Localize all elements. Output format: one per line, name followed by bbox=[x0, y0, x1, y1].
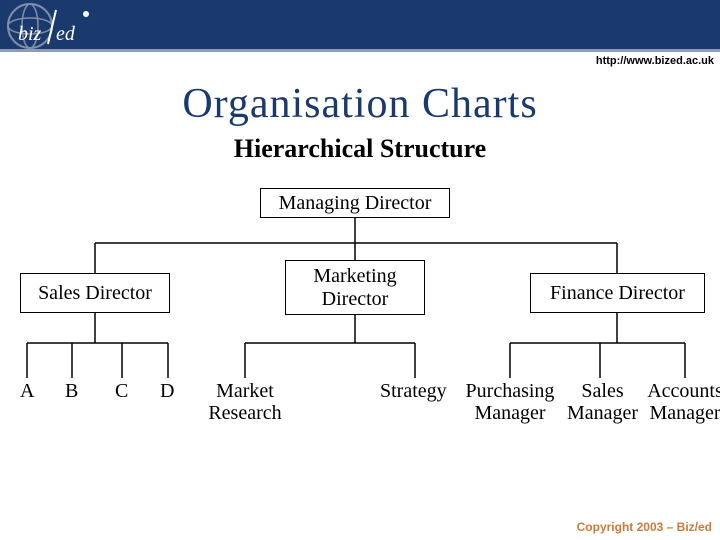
leaf-mr: MarketResearch bbox=[205, 380, 285, 424]
leaf-d: D bbox=[160, 380, 174, 402]
header-bar: biz ed http://www.bized.ac.uk bbox=[0, 0, 720, 52]
bized-logo: biz ed bbox=[6, 2, 106, 50]
page-subtitle: Hierarchical Structure bbox=[0, 134, 720, 164]
leaf-c: C bbox=[115, 380, 128, 402]
leaf-a: A bbox=[20, 380, 34, 402]
svg-text:ed: ed bbox=[56, 23, 76, 45]
page-title: Organisation Charts bbox=[0, 80, 720, 128]
url-text: http://www.bized.ac.uk bbox=[590, 53, 720, 69]
leaf-acc: AccountsManager bbox=[645, 380, 720, 424]
node-fin: Finance Director bbox=[530, 273, 705, 313]
leaf-str: Strategy bbox=[380, 380, 447, 402]
node-mkt: MarketingDirector bbox=[285, 260, 425, 315]
svg-text:biz: biz bbox=[18, 23, 42, 45]
node-root: Managing Director bbox=[260, 188, 450, 218]
org-chart: Managing Director Sales Director Marketing… bbox=[0, 188, 720, 448]
copyright: Copyright 2003 – Biz/ed bbox=[577, 520, 712, 534]
node-sales: Sales Director bbox=[20, 273, 170, 313]
leaf-b: B bbox=[65, 380, 78, 402]
leaf-sal: SalesManager bbox=[565, 380, 640, 424]
leaf-pur: PurchasingManager bbox=[465, 380, 555, 424]
